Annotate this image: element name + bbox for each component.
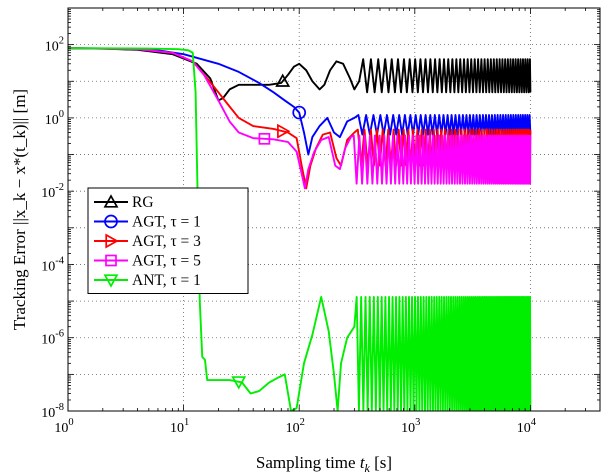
series-marker bbox=[258, 132, 271, 145]
legend-marker bbox=[104, 214, 118, 229]
legend-marker bbox=[103, 274, 119, 288]
y-tick-label: 10-4 bbox=[41, 255, 64, 274]
y-tick-label: 10-8 bbox=[41, 402, 64, 421]
y-tick-label: 10-2 bbox=[41, 182, 64, 201]
legend-marker bbox=[103, 194, 119, 208]
legend-label: AGT, τ = 5 bbox=[132, 253, 201, 270]
series-line-1 bbox=[68, 47, 532, 102]
y-tick-label: 102 bbox=[45, 36, 64, 55]
series-line-4 bbox=[68, 47, 532, 190]
legend-label: ANT, τ = 1 bbox=[132, 272, 201, 289]
series-line-5 bbox=[68, 47, 532, 411]
legend-marker bbox=[105, 254, 117, 267]
legend-label: AGT, τ = 3 bbox=[132, 233, 201, 250]
x-axis-label-text: Sampling time tk [s] bbox=[256, 453, 392, 474]
y-axis-label: Tracking Error ||x_k − x*(t_k)|| [m] bbox=[10, 89, 29, 330]
x-tick-label: 102 bbox=[286, 417, 305, 436]
legend-label: AGT, τ = 1 bbox=[132, 214, 201, 231]
series-marker bbox=[231, 376, 247, 390]
y-tick-label: 10-6 bbox=[41, 329, 64, 348]
series-lines bbox=[68, 47, 532, 411]
y-tick-label: 100 bbox=[45, 109, 64, 128]
x-axis-label: Sampling time tk [s] bbox=[256, 453, 392, 474]
series-marker bbox=[292, 105, 307, 120]
series-marker bbox=[275, 73, 291, 87]
series-markers bbox=[231, 73, 307, 390]
x-tick-label: 101 bbox=[170, 417, 189, 436]
x-tick-label: 104 bbox=[517, 417, 537, 436]
legend-marker bbox=[105, 233, 119, 249]
axis-ticks: 100 101 102 103 104 10-8 10-6 10-4 10-2 100 102 bbox=[41, 7, 601, 436]
legend: RG AGT, τ = 1 AGT, τ = 3 AGT, τ = 5 ANT, τ =… bbox=[87, 187, 249, 294]
x-tick-label: 100 bbox=[54, 417, 73, 436]
series-marker bbox=[277, 123, 291, 139]
y-axis-label-text: Tracking Error ||x_k − x*(t_k)|| [m] bbox=[10, 89, 29, 330]
legend-label: RG bbox=[132, 194, 154, 211]
x-tick-label: 103 bbox=[401, 417, 420, 436]
